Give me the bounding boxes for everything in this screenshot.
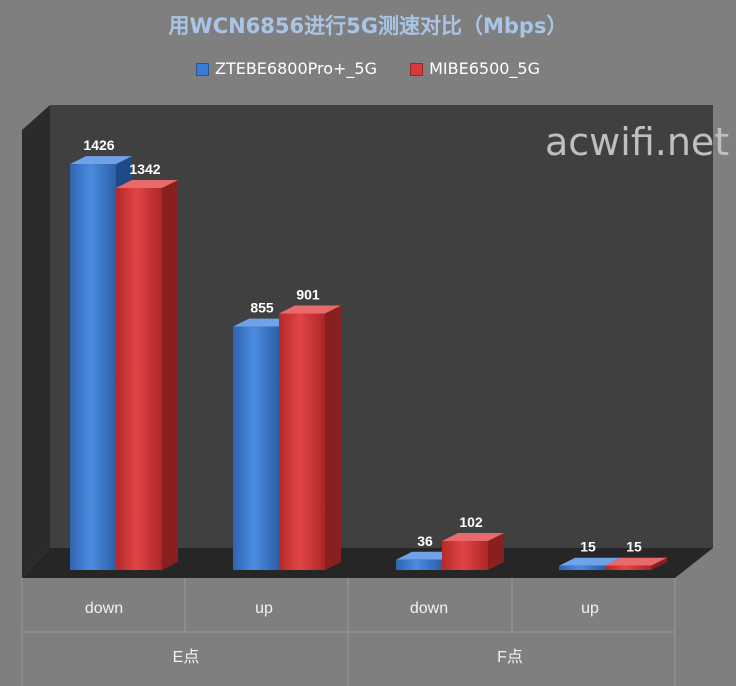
legend-swatch-series-1 — [195, 63, 209, 76]
group-label: E点 — [173, 648, 200, 666]
bar-mi-0 — [116, 179, 178, 570]
data-label: 901 — [296, 287, 320, 303]
legend-label-series-1: ZTEBE6800Pro+_5G — [214, 59, 377, 78]
data-label: 15 — [580, 539, 596, 555]
legend-swatch-series-2 — [410, 63, 424, 76]
bar-mi-3 — [605, 557, 667, 570]
category-label: down — [410, 600, 448, 617]
side-wall — [22, 105, 50, 578]
legend-entry-series-1: ZTEBE6800Pro+_5G — [195, 59, 377, 78]
bar-mi-1 — [279, 305, 341, 570]
data-label: 102 — [459, 514, 483, 530]
data-label: 855 — [250, 300, 274, 316]
category-label: up — [255, 600, 273, 617]
category-label: up — [581, 600, 599, 617]
category-axis-grid — [21, 578, 676, 686]
floor — [22, 548, 713, 578]
back-wall — [50, 105, 713, 548]
data-label: 15 — [626, 539, 642, 555]
category-label: down — [85, 600, 123, 617]
watermark: acwifi.net — [545, 120, 730, 164]
legend: ZTEBE6800Pro+_5G MIBE6500_5G — [0, 58, 736, 78]
data-label: 36 — [417, 533, 433, 549]
group-label: F点 — [497, 648, 523, 666]
data-label: 1342 — [129, 161, 160, 177]
legend-entry-series-2: MIBE6500_5G — [410, 59, 540, 78]
legend-label-series-2: MIBE6500_5G — [429, 59, 540, 78]
bar-mi-2 — [442, 532, 504, 570]
chart-title: 用WCN6856进行5G测速对比（Mbps） — [168, 14, 568, 38]
data-label: 1426 — [83, 137, 114, 153]
